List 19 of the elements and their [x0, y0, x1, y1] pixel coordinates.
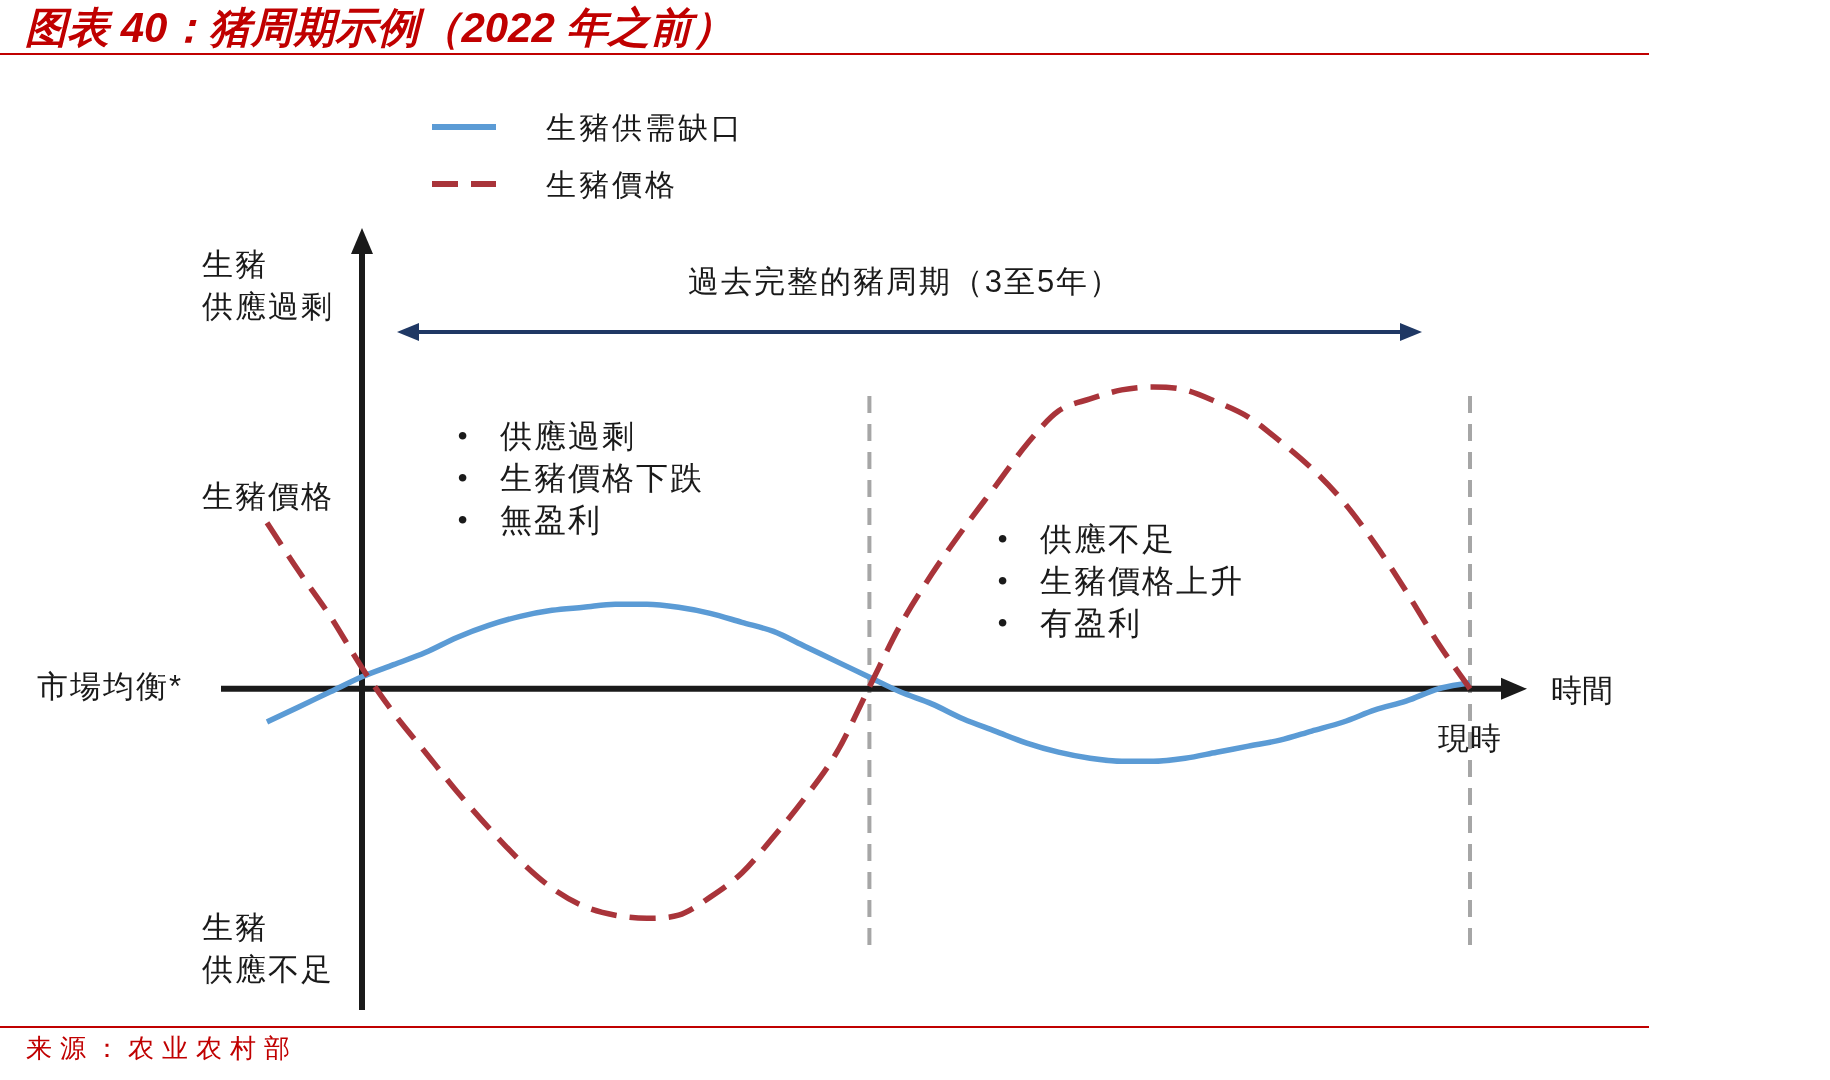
annotation: • 生豬價格上升 — [997, 563, 1244, 599]
chart-title: 图表 40：猪周期示例（2022 年之前） — [25, 3, 735, 51]
annotation: 生豬 — [202, 909, 268, 945]
text: 供應不足 — [202, 951, 334, 987]
annotation: • 生豬價格下跌 — [457, 460, 704, 496]
text: 生豬 — [202, 247, 268, 282]
source-note: 来源：农业农村部 — [26, 1033, 298, 1063]
text: 供應過剩 — [202, 288, 334, 324]
text: 市場均衡* — [37, 668, 184, 704]
annotation: 生豬價格 — [202, 478, 334, 514]
annotation: 現時 — [1438, 720, 1502, 756]
annotation: • 供應不足 — [997, 521, 1176, 557]
annotation: • 有盈利 — [997, 605, 1142, 641]
legend-label: 生豬價格 — [546, 167, 678, 201]
annotation: • 供應過剩 — [457, 418, 636, 454]
text: 過去完整的豬周期（3至5年） — [687, 263, 1123, 299]
annotation: • 無盈利 — [457, 502, 602, 538]
legend-label: 生豬供需缺口 — [546, 110, 744, 144]
x-axis-title: 時間 — [1551, 672, 1613, 708]
